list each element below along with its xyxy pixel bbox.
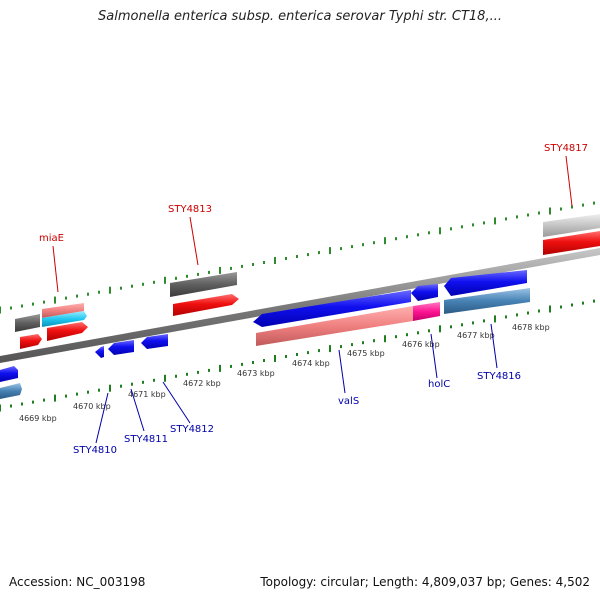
genes-forward <box>15 214 600 349</box>
gene-feature[interactable] <box>253 290 411 327</box>
gene-feature[interactable] <box>42 303 84 318</box>
leader-lines <box>52 155 573 444</box>
scale-label: 4671 kbp <box>128 390 166 399</box>
gene-feature[interactable] <box>108 340 134 355</box>
genome-backbone <box>0 248 600 363</box>
genome-summary: Topology: circular; Length: 4,809,037 bp… <box>260 575 590 589</box>
gene-label-valS[interactable]: valS <box>338 396 359 407</box>
gene-label-STY4816[interactable]: STY4816 <box>477 371 521 382</box>
gene-feature[interactable] <box>413 302 440 321</box>
scale-label: 4675 kbp <box>347 349 385 358</box>
gene-label-STY4812[interactable]: STY4812 <box>170 424 214 435</box>
gene-label-STY4817[interactable]: STY4817 <box>544 143 588 154</box>
scale-label: 4669 kbp <box>19 414 57 423</box>
gene-feature[interactable] <box>543 231 600 255</box>
scale-label: 4672 kbp <box>183 379 221 388</box>
gene-feature[interactable] <box>170 272 237 297</box>
genes-reverse <box>0 270 530 399</box>
scale-label: 4674 kbp <box>292 359 330 368</box>
gene-label-STY4811[interactable]: STY4811 <box>124 434 168 445</box>
gene-feature[interactable] <box>444 288 530 314</box>
scale-labels: 4669 kbp 4670 kbp 4671 kbp 4672 kbp 4673… <box>19 323 550 423</box>
gene-feature[interactable] <box>15 314 40 332</box>
gene-feature[interactable] <box>256 306 413 346</box>
gene-label-STY4810[interactable]: STY4810 <box>73 445 117 456</box>
page-title: Salmonella enterica subsp. enterica sero… <box>98 9 502 24</box>
accession-label: Accession: NC_003198 <box>9 575 146 589</box>
tick-track-above <box>0 201 595 314</box>
gene-label-miaE[interactable]: miaE <box>39 233 64 244</box>
gene-feature[interactable] <box>173 294 239 316</box>
gene-feature[interactable] <box>411 284 438 301</box>
gene-labels: miaE STY4813 STY4817 STY4810 STY4811 STY… <box>39 143 588 456</box>
scale-label: 4673 kbp <box>237 369 275 378</box>
gene-feature[interactable] <box>47 322 88 341</box>
gene-feature[interactable] <box>0 383 22 399</box>
scale-label: 4678 kbp <box>512 323 550 332</box>
gene-feature[interactable] <box>141 334 168 349</box>
scale-label: 4670 kbp <box>73 402 111 411</box>
gene-feature[interactable] <box>42 311 87 327</box>
scale-label: 4676 kbp <box>402 340 440 349</box>
gene-feature[interactable] <box>444 270 527 296</box>
gene-label-holC[interactable]: holC <box>428 379 450 390</box>
gene-feature[interactable] <box>20 334 42 349</box>
scale-label: 4677 kbp <box>457 331 495 340</box>
gene-feature[interactable] <box>543 214 600 237</box>
gene-feature[interactable] <box>0 366 18 382</box>
tick-track-below <box>0 299 595 412</box>
gene-feature[interactable] <box>95 346 104 358</box>
gene-label-STY4813[interactable]: STY4813 <box>168 204 212 215</box>
